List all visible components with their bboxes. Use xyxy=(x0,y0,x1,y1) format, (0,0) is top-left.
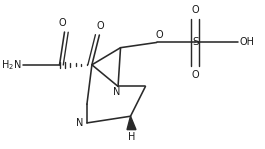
Text: O: O xyxy=(97,21,104,31)
Text: H: H xyxy=(128,132,135,142)
Text: N: N xyxy=(113,87,121,97)
Text: H$_2$N: H$_2$N xyxy=(1,58,21,72)
Text: O: O xyxy=(155,30,163,40)
Text: O: O xyxy=(191,70,199,80)
Text: O: O xyxy=(191,5,199,15)
Text: N: N xyxy=(76,118,83,128)
Text: O: O xyxy=(58,18,66,28)
Text: OH: OH xyxy=(240,37,255,48)
Polygon shape xyxy=(127,116,136,130)
Text: S: S xyxy=(192,37,198,48)
